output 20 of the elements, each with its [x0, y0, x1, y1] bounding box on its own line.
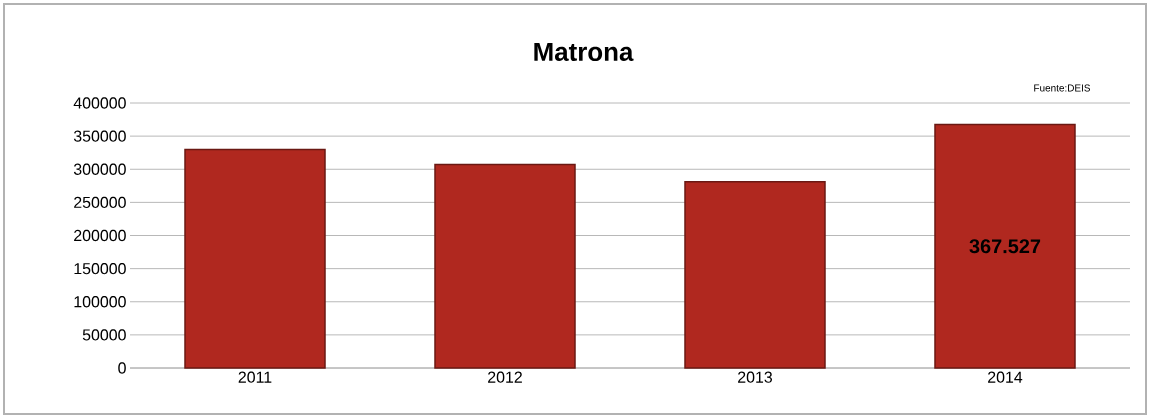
y-tick-label: 100000: [74, 296, 126, 308]
y-tick-label: 200000: [74, 229, 126, 242]
y-tick-label: 250000: [74, 196, 126, 209]
x-tick-label: 2014: [988, 371, 1023, 383]
y-tick-label: 350000: [73, 130, 126, 142]
y-tick-label: 150000: [74, 262, 126, 275]
source-note: Fuente:DEIS: [1034, 84, 1091, 92]
x-tick-label: 2013: [738, 371, 773, 383]
y-tick-label: 400000: [73, 97, 126, 109]
bar: [934, 123, 1076, 369]
bar: [684, 181, 826, 369]
bar: [184, 148, 326, 369]
y-tick-label: 0: [118, 362, 126, 374]
x-tick-label: 2012: [488, 371, 522, 383]
chart-title: Matrona: [534, 42, 634, 62]
data-label: 367.527: [969, 239, 1041, 254]
x-tick-label: 2011: [238, 371, 272, 383]
y-tick-label: 50000: [82, 329, 126, 341]
bar: [434, 163, 576, 369]
y-tick-label: 300000: [73, 163, 126, 175]
